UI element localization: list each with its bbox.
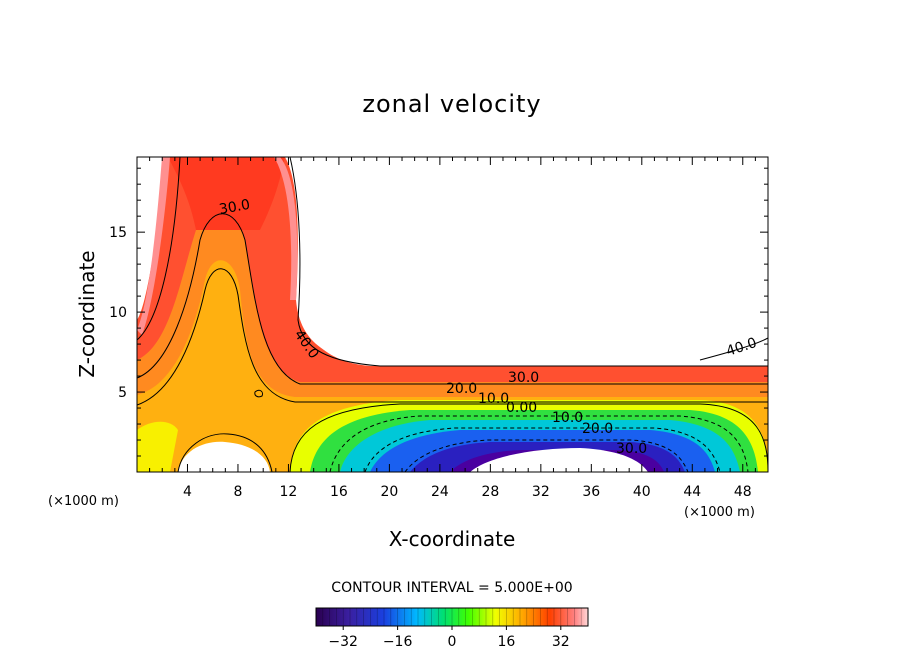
x-unit-label: (×1000 m) bbox=[684, 505, 755, 520]
y-tick-label: 5 bbox=[118, 385, 127, 401]
contour-label: 0.00 bbox=[506, 400, 537, 416]
contour-line bbox=[289, 403, 768, 472]
x-tick-label: 36 bbox=[582, 484, 600, 500]
contour-line bbox=[404, 439, 689, 472]
contour-label: 30.0 bbox=[616, 441, 647, 457]
colorbar-tick-label: 32 bbox=[552, 634, 570, 650]
colorbar: −32 −16 0 16 32 bbox=[315, 607, 589, 650]
x-tick-label: 32 bbox=[532, 484, 550, 500]
x-tick-label: 20 bbox=[380, 484, 398, 500]
x-tick-label: 48 bbox=[734, 484, 752, 500]
y-tick-label: 15 bbox=[109, 225, 127, 241]
contour-label: 20.0 bbox=[446, 381, 477, 397]
x-tick-label: 24 bbox=[431, 484, 449, 500]
masked-bottom-right bbox=[470, 448, 648, 472]
y-axis-label: Z-coordinate bbox=[75, 250, 99, 377]
x-tick-label: 16 bbox=[330, 484, 348, 500]
x-tick-label: 12 bbox=[280, 484, 298, 500]
contour-label: 10.0 bbox=[478, 391, 509, 407]
contour-label: 30.0 bbox=[218, 197, 251, 218]
contour-interval: CONTOUR INTERVAL = 5.000E+00 bbox=[331, 580, 572, 596]
contour-line bbox=[254, 389, 263, 398]
masked-upper-right bbox=[296, 157, 768, 366]
contour-label: 20.0 bbox=[582, 421, 613, 437]
contour-line bbox=[137, 213, 768, 385]
colorbar-tick-label: 16 bbox=[497, 634, 515, 650]
light-edge-top bbox=[274, 157, 298, 300]
y-tick-label: 10 bbox=[109, 305, 127, 321]
x-tick-label: 44 bbox=[683, 484, 701, 500]
upper-red bbox=[168, 157, 285, 230]
colorbar-ticks: −32 −16 0 16 32 bbox=[328, 626, 570, 650]
x-tick-label: 40 bbox=[633, 484, 651, 500]
contour-label: 30.0 bbox=[508, 370, 539, 386]
masked-bottom-left bbox=[178, 441, 270, 472]
z-unit-label: (×1000 m) bbox=[48, 494, 119, 509]
x-tick-label: 28 bbox=[481, 484, 499, 500]
contour-line bbox=[137, 268, 768, 406]
x-tick-label: 8 bbox=[233, 484, 242, 500]
contour-field: 30.0 40.0 30.0 20.0 10.0 0.00 10.0 20.0 … bbox=[137, 157, 768, 472]
x-tick-label: 4 bbox=[183, 484, 192, 500]
x-axis-label: X-coordinate bbox=[389, 527, 516, 551]
colorbar-tick-label: −16 bbox=[383, 634, 413, 650]
contour-line bbox=[329, 415, 749, 472]
contour-label: 10.0 bbox=[552, 410, 583, 426]
contour-line bbox=[699, 337, 768, 361]
chart-title: zonal velocity bbox=[362, 90, 541, 118]
contour-line bbox=[137, 157, 181, 341]
contour-line bbox=[177, 433, 273, 472]
yellow-band bbox=[137, 421, 178, 472]
contour-line bbox=[364, 427, 721, 472]
light-edge bbox=[137, 157, 170, 335]
colorbar-stripes bbox=[315, 608, 589, 626]
contour-line bbox=[289, 157, 768, 367]
colorbar-tick-label: 0 bbox=[448, 634, 457, 650]
colorbar-tick-label: −32 bbox=[328, 634, 358, 650]
